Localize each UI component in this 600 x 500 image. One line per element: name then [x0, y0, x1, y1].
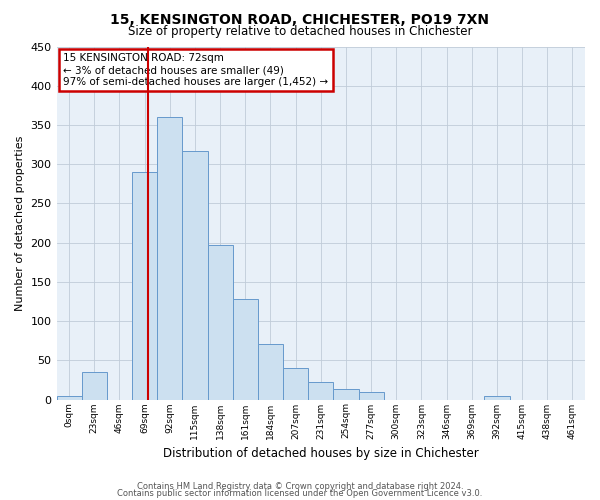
Bar — [208, 245, 233, 400]
Y-axis label: Number of detached properties: Number of detached properties — [15, 136, 25, 310]
Text: Contains public sector information licensed under the Open Government Licence v3: Contains public sector information licen… — [118, 490, 482, 498]
Bar — [82, 372, 107, 400]
Bar — [182, 151, 208, 400]
Text: Contains HM Land Registry data © Crown copyright and database right 2024.: Contains HM Land Registry data © Crown c… — [137, 482, 463, 491]
X-axis label: Distribution of detached houses by size in Chichester: Distribution of detached houses by size … — [163, 447, 479, 460]
Bar — [56, 396, 82, 400]
Bar — [283, 368, 308, 400]
Bar — [484, 396, 509, 400]
Bar — [308, 382, 334, 400]
Bar — [334, 390, 359, 400]
Bar — [233, 299, 258, 400]
Bar — [157, 117, 182, 400]
Bar — [132, 172, 157, 400]
Bar — [359, 392, 383, 400]
Bar — [258, 344, 283, 400]
Text: 15 KENSINGTON ROAD: 72sqm
← 3% of detached houses are smaller (49)
97% of semi-d: 15 KENSINGTON ROAD: 72sqm ← 3% of detach… — [64, 54, 329, 86]
Text: 15, KENSINGTON ROAD, CHICHESTER, PO19 7XN: 15, KENSINGTON ROAD, CHICHESTER, PO19 7X… — [110, 12, 490, 26]
Text: Size of property relative to detached houses in Chichester: Size of property relative to detached ho… — [128, 25, 472, 38]
